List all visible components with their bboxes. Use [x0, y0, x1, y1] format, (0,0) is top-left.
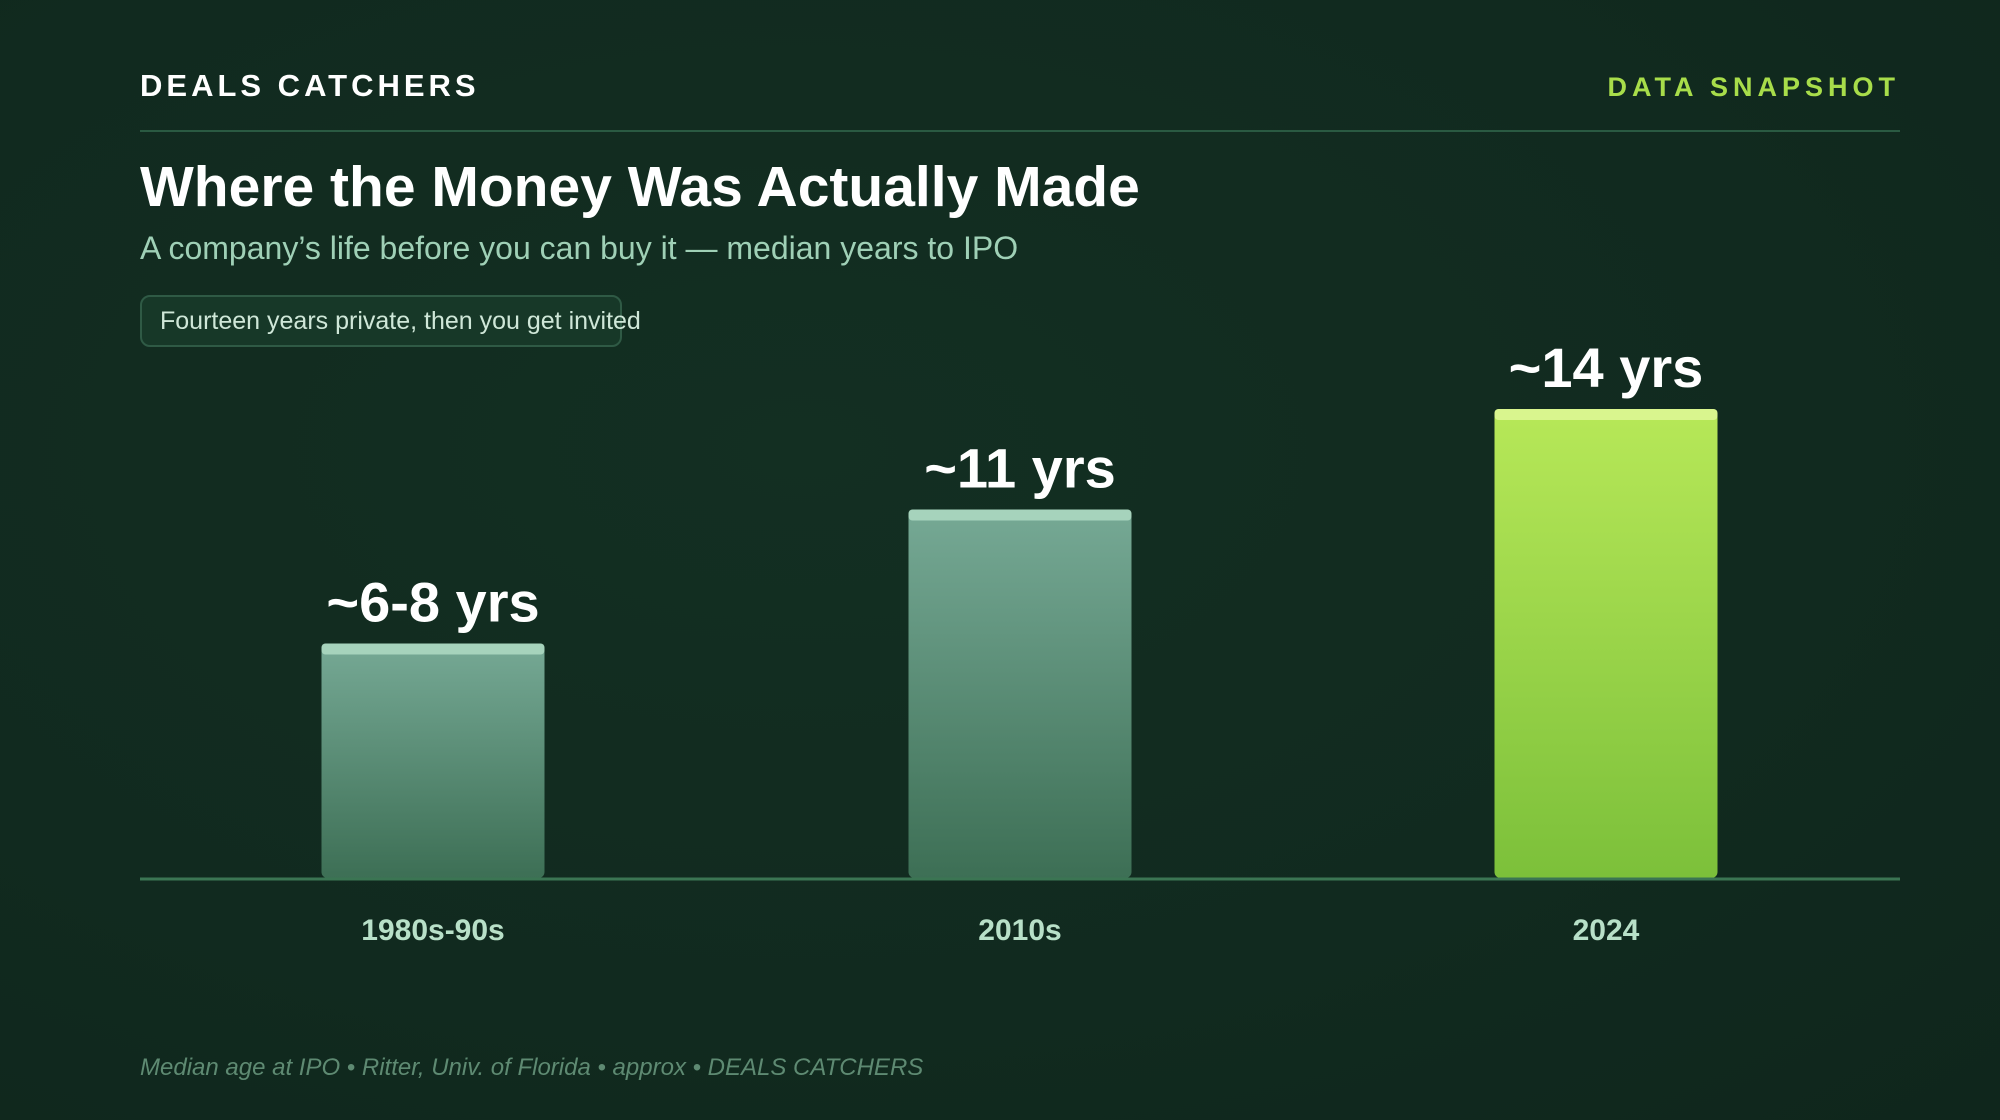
- data-label-1980s-90s: ~6-8 yrs: [326, 571, 539, 634]
- header-divider: [140, 130, 1900, 132]
- source-footnote: Median age at IPO • Ritter, Univ. of Flo…: [140, 1054, 924, 1081]
- x-tick-label-2010s: 2010s: [978, 914, 1061, 947]
- bar-cap-2024: [1494, 409, 1718, 420]
- x-tick-label-1980s-90s: 1980s-90s: [361, 914, 504, 947]
- bars-group: ~6-8 yrs 1980s-90s ~11 yrs 2010s ~14 yrs 2024: [321, 336, 1718, 947]
- x-tick-label-2024: 2024: [1573, 914, 1640, 947]
- brand-name: DEALS CATCHERS: [140, 68, 480, 103]
- chart-title: Where the Money Was Actually Made: [140, 155, 1140, 219]
- data-label-2010s: ~11 yrs: [924, 437, 1116, 500]
- callout-badge: Fourteen years private, then you get inv…: [140, 295, 641, 347]
- bar-cap-1980s-90s: [321, 643, 545, 655]
- bar-cap-2010s: [908, 509, 1132, 521]
- bar-1980s-90s: [321, 643, 545, 878]
- chart-subtitle: A company’s life before you can buy it —…: [140, 230, 1019, 266]
- bar-2010s: [908, 509, 1132, 878]
- section-tag: DATA SNAPSHOT: [1607, 72, 1900, 102]
- bar-2024: [1494, 409, 1718, 878]
- data-label-2024: ~14 yrs: [1509, 336, 1704, 399]
